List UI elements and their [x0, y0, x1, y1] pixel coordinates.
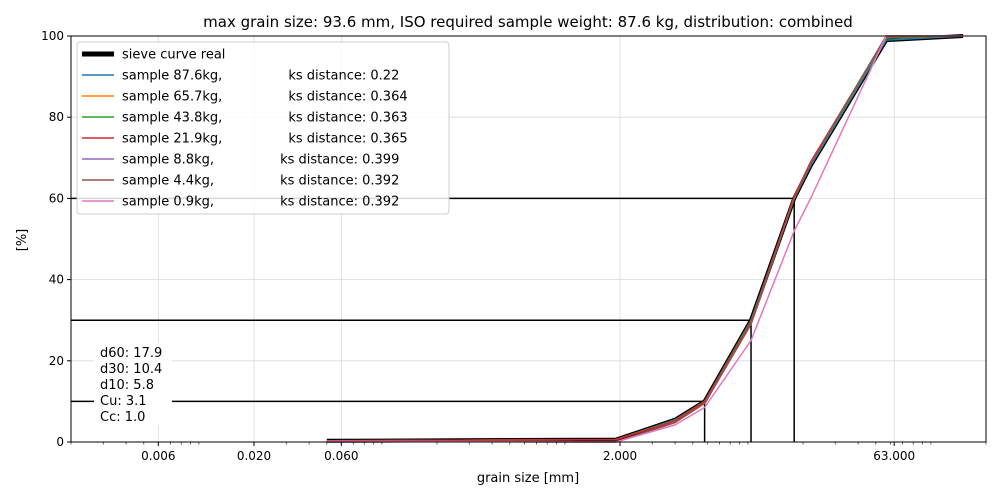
y-tick-label: 60: [49, 191, 64, 205]
y-tick-label: 100: [41, 29, 64, 43]
annotation-text: d30: 10.4: [100, 362, 162, 377]
annotation-text: Cu: 3.1: [100, 394, 147, 409]
plot-frame: [70, 35, 987, 443]
x-axis-label: grain size [mm]: [477, 471, 579, 486]
legend: sieve curve real sample 87.6kg, ks distan…: [76, 41, 450, 215]
y-tick-label: 80: [49, 110, 64, 124]
chart-title: max grain size: 93.6 mm, ISO required sa…: [203, 13, 853, 31]
x-tick-label: 2.000: [603, 449, 637, 463]
x-axis: 0.006 0.020 0.060 2.000 63.000: [70, 442, 987, 463]
legend-label: sample 21.9kg, ks distance: 0.365: [122, 132, 408, 147]
legend-label: sieve curve real: [122, 48, 225, 63]
legend-label: sample 43.8kg, ks distance: 0.363: [122, 111, 408, 126]
x-tick-label: 63.000: [873, 449, 915, 463]
y-tick-label: 40: [49, 273, 64, 287]
series-layer: [326, 34, 964, 443]
annotation-text: d10: 5.8: [100, 378, 154, 393]
legend-label: sample 0.9kg, ks distance: 0.392: [122, 195, 399, 210]
series-line-sample: [326, 35, 964, 443]
y-axis: 0 20 40 60 80 100: [41, 29, 71, 449]
x-tick-label: 0.006: [141, 449, 175, 463]
annotation-box: [94, 343, 172, 425]
legend-label: sample 87.6kg, ks distance: 0.22: [122, 69, 399, 84]
y-tick-label: 20: [49, 354, 64, 368]
legend-label: sample 65.7kg, ks distance: 0.364: [122, 90, 408, 105]
x-tick-label: 0.020: [237, 449, 271, 463]
legend-label: sample 8.8kg, ks distance: 0.399: [122, 153, 399, 168]
x-tick-label: 0.060: [324, 449, 358, 463]
annotation-text: Cc: 1.0: [100, 410, 145, 425]
annotation-text: d60: 17.9: [100, 346, 162, 361]
y-tick-label: 0: [56, 435, 64, 449]
characteristic-lines: [71, 197, 795, 442]
legend-label: sample 4.4kg, ks distance: 0.392: [122, 174, 399, 189]
y-axis-label: [%]: [15, 229, 30, 252]
legend-box: [76, 41, 450, 215]
series-line-sample: [326, 35, 964, 443]
